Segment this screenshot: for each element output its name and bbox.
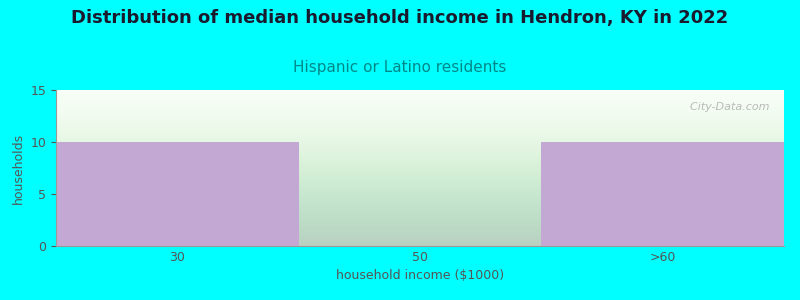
Text: Distribution of median household income in Hendron, KY in 2022: Distribution of median household income … (71, 9, 729, 27)
X-axis label: household income ($1000): household income ($1000) (336, 269, 504, 282)
Text: Hispanic or Latino residents: Hispanic or Latino residents (294, 60, 506, 75)
Y-axis label: households: households (12, 132, 25, 204)
Bar (56, 142, 298, 246)
Text: City-Data.com: City-Data.com (683, 103, 770, 112)
Bar (542, 142, 784, 246)
